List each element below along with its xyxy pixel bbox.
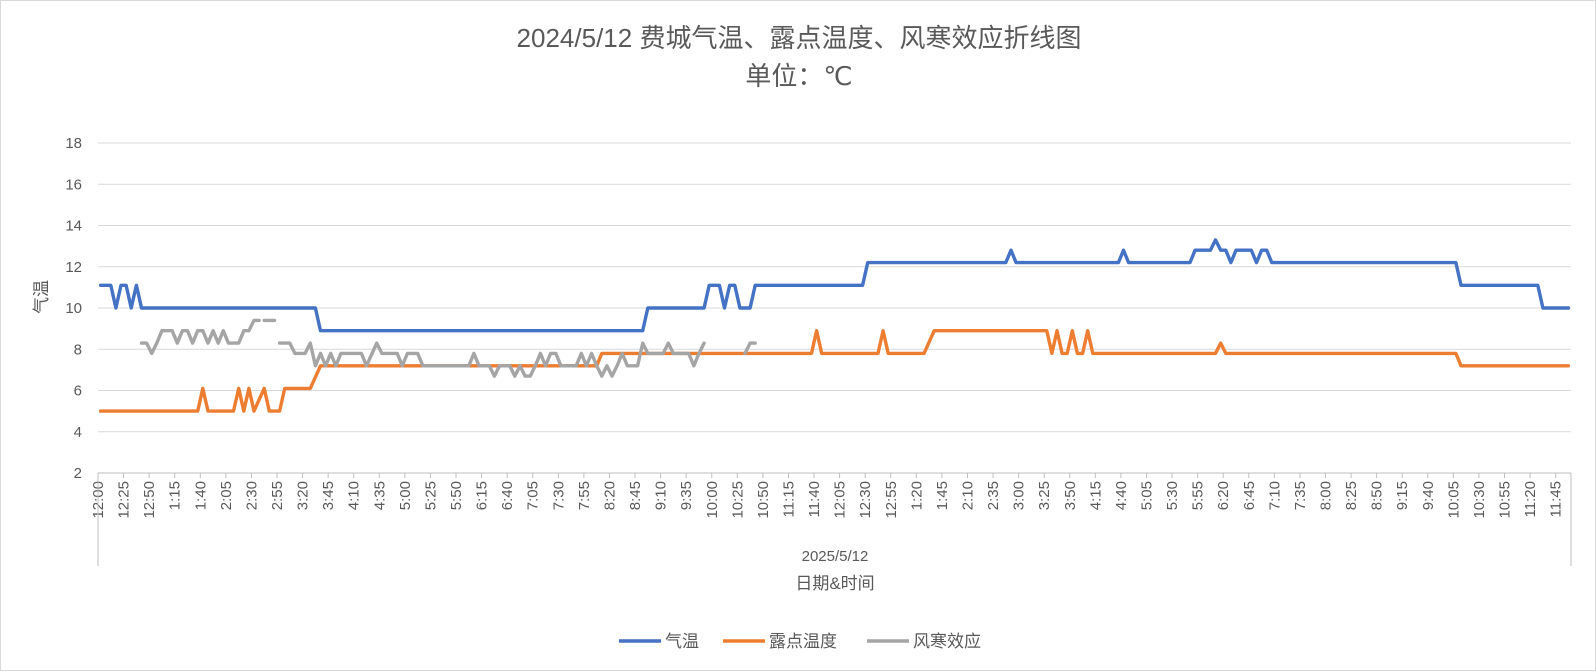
series-2-line-1 — [98, 329, 1571, 413]
x-tick-label: 10:55 — [1497, 481, 1514, 519]
x-tick-label: 4:35 — [371, 481, 388, 510]
x-tick-label: 8:45 — [627, 481, 644, 510]
x-tick-label: 3:50 — [1062, 481, 1079, 510]
x-tick-label: 12:05 — [832, 481, 849, 519]
x-tick-label: 3:20 — [295, 481, 312, 510]
x-tick-label: 4:15 — [1087, 481, 1104, 510]
x-tick-label: 2:35 — [985, 481, 1002, 510]
x-tick-label: 6:15 — [474, 481, 491, 510]
y-tick-label: 6 — [74, 383, 82, 400]
x-tick-label: 9:35 — [678, 481, 695, 510]
x-axis: 12:00 12:25 12:50 1:15 1:40 2:05 2:30 2:55 3:20 3… — [90, 473, 1572, 566]
x-tick-label: 9:15 — [1394, 481, 1411, 510]
x-tick-label: 2:05 — [218, 481, 235, 510]
y-tick-label: 14 — [65, 218, 82, 235]
x-tick-label: 5:05 — [1138, 481, 1155, 510]
series-3-line-1 — [139, 318, 261, 356]
x-tick-label: 1:15 — [167, 481, 184, 510]
legend: 气温 露点温度 风寒效应 — [619, 632, 981, 651]
x-tick-label: 5:00 — [397, 481, 414, 510]
series-1-line-1 — [98, 238, 1571, 333]
x-tick-label: 9:40 — [1420, 481, 1437, 510]
y-tick-label: 18 — [65, 135, 82, 152]
y-tick-label: 16 — [65, 176, 82, 193]
y-tick-label: 2 — [74, 465, 82, 482]
x-tick-label: 10:00 — [704, 481, 721, 519]
x-tick-label: 10:25 — [729, 481, 746, 519]
x-tick-label: 11:40 — [806, 481, 823, 517]
x-tick-label: 12:50 — [141, 481, 158, 519]
x-tick-label: 7:30 — [550, 481, 567, 510]
x-tick-label: 2:55 — [269, 481, 286, 510]
x-tick-label: 6:20 — [1215, 481, 1232, 510]
x-tick-label: 8:50 — [1369, 481, 1386, 510]
x-tick-label: 8:20 — [601, 481, 618, 510]
x-tick-label: 8:25 — [1343, 481, 1360, 510]
x-tick-label: 7:10 — [1266, 481, 1283, 510]
x-tick-label: 10:30 — [1471, 481, 1488, 519]
x-tick-label: 3:00 — [1011, 481, 1028, 510]
x-tick-label: 5:25 — [422, 481, 439, 510]
legend-label: 风寒效应 — [913, 632, 981, 651]
x-tick-label: 10:50 — [755, 481, 772, 519]
x-tick-label: 1:45 — [934, 481, 951, 510]
y-tick-label: 10 — [65, 300, 82, 317]
x-axis-group-label: 2025/5/12 — [802, 548, 869, 565]
series-lines — [98, 238, 1571, 413]
x-tick-label: 11:20 — [1522, 481, 1539, 517]
x-tick-label: 2:30 — [243, 481, 260, 510]
x-tick-label: 12:25 — [116, 481, 133, 519]
x-tick-label: 6:40 — [499, 481, 516, 510]
x-tick-label: 8:00 — [1318, 481, 1335, 510]
legend-label: 气温 — [665, 632, 699, 651]
series-3-line-3 — [277, 341, 706, 378]
x-tick-label: 4:40 — [1113, 481, 1130, 510]
y-axis-label: 气温 — [32, 280, 51, 314]
y-tick-label: 12 — [65, 259, 82, 276]
legend-label: 露点温度 — [769, 632, 837, 651]
x-tick-label: 1:40 — [192, 481, 209, 510]
x-tick-label: 5:55 — [1190, 481, 1207, 510]
chart-title: 2024/5/12 费城气温、露点温度、风寒效应折线图 — [517, 23, 1082, 53]
x-tick-label: 12:55 — [883, 481, 900, 519]
chart-subtitle: 单位：℃ — [745, 61, 852, 91]
x-tick-label: 7:35 — [1292, 481, 1309, 510]
x-tick-label: 5:30 — [1164, 481, 1181, 510]
y-tick-label: 4 — [74, 424, 82, 441]
y-tick-label: 8 — [74, 341, 82, 358]
x-tick-label: 9:10 — [653, 481, 670, 510]
x-tick-label: 12:30 — [857, 481, 874, 519]
x-tick-label: 6:45 — [1241, 481, 1258, 510]
y-axis-ticks: 2 4 6 8 10 12 14 16 18 — [65, 135, 82, 482]
x-tick-label: 10:05 — [1445, 481, 1462, 519]
x-tick-label: 2:10 — [959, 481, 976, 510]
x-tick-label: 3:25 — [1036, 481, 1053, 510]
x-tick-label: 11:15 — [780, 481, 797, 517]
grid — [98, 142, 1571, 474]
x-tick-label: 5:50 — [448, 481, 465, 510]
x-axis-label: 日期&时间 — [795, 574, 874, 593]
x-tick-label: 1:20 — [908, 481, 925, 510]
x-tick-label: 3:45 — [320, 481, 337, 510]
x-tick-label: 11:45 — [1548, 481, 1565, 517]
x-tick-label: 4:10 — [346, 481, 363, 510]
x-tick-label: 7:05 — [525, 481, 542, 510]
series-3-line-4 — [743, 341, 757, 356]
x-tick-label: 7:55 — [576, 481, 593, 510]
